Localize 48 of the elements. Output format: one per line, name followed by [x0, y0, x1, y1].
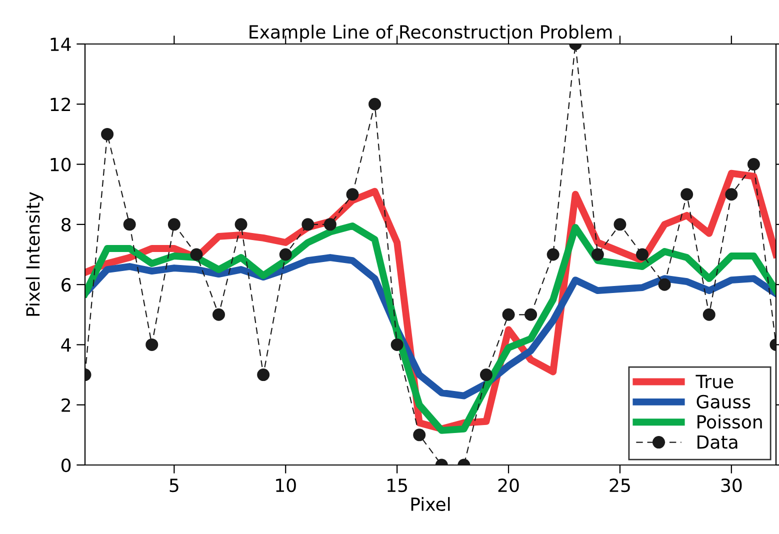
point	[190, 248, 203, 261]
point	[234, 218, 248, 231]
point	[502, 308, 515, 321]
y-axis-title: Pixel Intensity	[26, 192, 44, 316]
point	[480, 368, 492, 382]
point	[101, 128, 114, 140]
point	[680, 188, 694, 201]
point	[324, 218, 336, 231]
point	[168, 218, 180, 231]
legend-label: Data	[698, 435, 738, 449]
point	[368, 98, 382, 110]
x-tick-label: 25	[610, 478, 630, 492]
point	[747, 158, 760, 171]
y-tick-label: 10	[50, 158, 71, 172]
chart-title: Example Line of Reconstruction Problem	[250, 24, 612, 42]
x-axis-title: Pixel	[411, 497, 450, 512]
point	[702, 308, 716, 321]
point	[546, 248, 560, 261]
point	[146, 338, 158, 351]
legend-label: Gauss	[696, 394, 750, 408]
point	[725, 188, 738, 201]
y-tick-label: 8	[62, 218, 71, 232]
x-tick-label: 30	[721, 478, 742, 492]
y-tick-label: 14	[50, 38, 71, 51]
point	[302, 218, 314, 231]
point	[257, 368, 270, 382]
point	[614, 218, 626, 231]
point	[413, 428, 426, 442]
point	[123, 218, 136, 231]
point	[346, 188, 359, 201]
point	[591, 248, 604, 261]
point	[279, 248, 292, 261]
y-tick-label: 4	[61, 338, 71, 352]
y-tick-label: 2	[62, 398, 70, 412]
x-tick-label: 15	[388, 478, 407, 492]
legend-label: True	[696, 374, 734, 388]
x-tick-label: 20	[498, 478, 519, 492]
point	[658, 278, 671, 291]
point	[636, 248, 649, 261]
x-tick-label: 10	[276, 478, 296, 492]
y-tick-label: 12	[50, 98, 70, 112]
x-tick-label: 5	[170, 478, 178, 492]
legend-label: Poisson	[698, 414, 762, 429]
point	[524, 308, 538, 321]
point	[390, 338, 404, 351]
y-tick-label: 0	[62, 458, 71, 472]
y-tick-label: 6	[62, 278, 71, 292]
point	[212, 308, 225, 321]
